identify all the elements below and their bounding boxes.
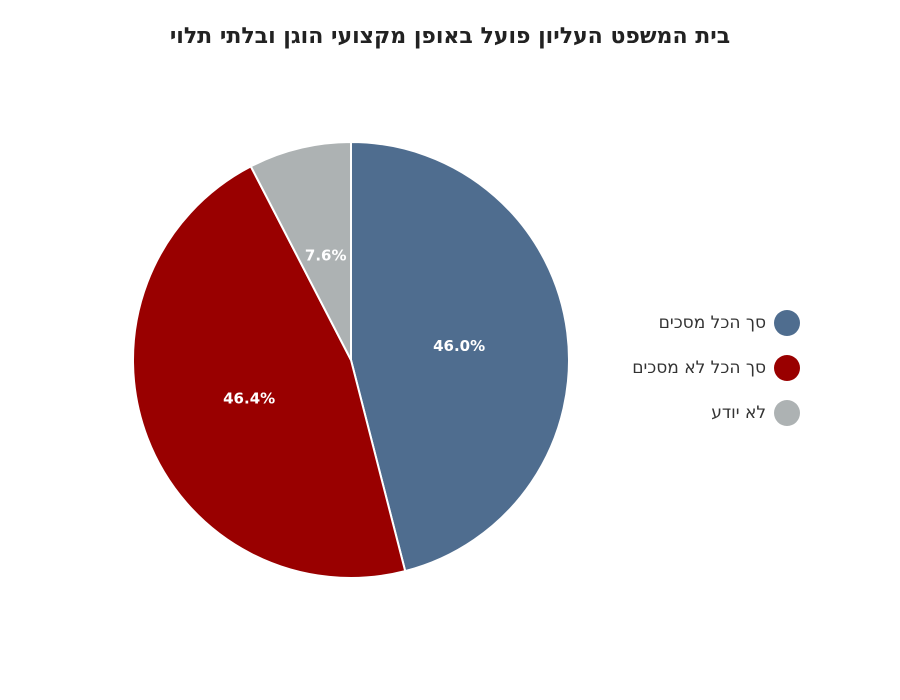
pie-labels: 46.0% 46.4% 7.6% [223,247,485,408]
legend-label-agree: סך הכל מסכים [658,312,766,333]
pie-slice-disagree [132,165,407,579]
legend-item-agree: סך הכל מסכים [560,300,800,345]
data-label-dont-know: 7.6% [305,247,347,265]
pie-slice-dont-know [249,140,352,361]
legend-item-dont-know: לא יודע [560,390,800,435]
legend-swatch-dont-know [774,399,800,426]
legend-label-disagree: סך הכל לא מסכים [632,357,766,378]
data-label-disagree: 46.4% [223,389,275,407]
pie-slices [132,140,570,579]
legend-label-dont-know: לא יודע [711,402,766,423]
chart-title: בית המשפט העליון פועל באופן מקצועי הוגן … [169,24,731,49]
legend-swatch-agree [774,309,800,336]
legend-swatch-disagree [774,354,800,381]
legend-item-disagree: סך הכל לא מסכים [560,345,800,390]
data-label-agree: 46.0% [433,337,485,355]
pie-slice-agree [350,140,570,573]
legend: סך הכל מסכים סך הכל לא מסכים לא יודע [560,300,800,435]
